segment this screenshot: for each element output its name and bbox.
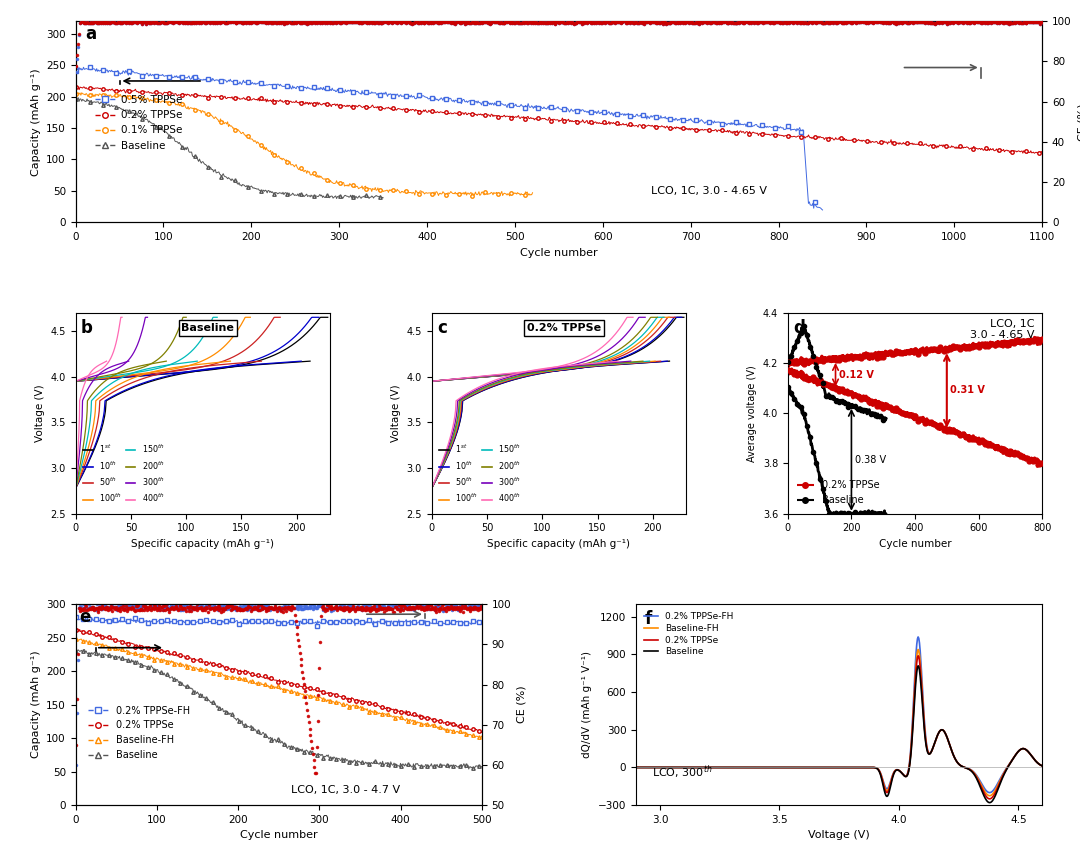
0.2% TPPSe [912,651,924,661]
Baseline [630,763,643,773]
Baseline-FH [630,763,643,773]
Y-axis label: CE (%): CE (%) [1077,103,1080,141]
X-axis label: Voltage (V): Voltage (V) [808,831,870,840]
Text: LCO, 1C, 3.0 - 4.65 V: LCO, 1C, 3.0 - 4.65 V [651,186,767,196]
0.2% TPPSe [630,763,643,773]
X-axis label: Specific capacity (mAh g⁻¹): Specific capacity (mAh g⁻¹) [132,539,274,549]
Baseline-FH [734,763,747,773]
X-axis label: Cycle number: Cycle number [879,539,951,549]
Line: 0.2% TPPSe: 0.2% TPPSe [636,656,1042,799]
Baseline [1036,761,1049,771]
Text: 0.38 V: 0.38 V [854,455,886,465]
Baseline [936,725,949,735]
Text: LCO, 300$^{th}$: LCO, 300$^{th}$ [652,763,713,781]
0.2% TPPSe-FH [869,763,882,773]
Y-axis label: Voltage (V): Voltage (V) [35,384,45,442]
Text: f: f [644,610,651,628]
Baseline-FH [901,769,914,780]
0.2% TPPSe-FH [901,769,914,780]
Text: e: e [80,608,91,626]
Baseline-FH [912,644,924,654]
Y-axis label: Voltage (V): Voltage (V) [391,384,401,442]
Baseline-FH [936,725,949,735]
Baseline [869,763,882,773]
Baseline-FH [983,791,996,801]
Baseline [734,763,747,773]
Y-axis label: Capacity (mAh g⁻¹): Capacity (mAh g⁻¹) [30,651,41,758]
Text: LCO, 1C
3.0 - 4.65 V: LCO, 1C 3.0 - 4.65 V [970,319,1035,340]
0.2% TPPSe-FH [912,632,924,642]
0.2% TPPSe-FH [734,763,747,773]
0.2% TPPSe [936,725,949,735]
0.2% TPPSe [869,763,882,773]
Legend: 0.2% TPPSe-FH, 0.2% TPPSe, Baseline-FH, Baseline: 0.2% TPPSe-FH, 0.2% TPPSe, Baseline-FH, … [84,702,193,764]
0.2% TPPSe [701,763,714,773]
Y-axis label: CE (%): CE (%) [516,686,527,723]
Line: 0.2% TPPSe-FH: 0.2% TPPSe-FH [636,637,1042,792]
Text: Baseline: Baseline [181,323,234,333]
Y-axis label: Capacity (mAh g⁻¹): Capacity (mAh g⁻¹) [30,68,41,176]
X-axis label: Specific capacity (mAh g⁻¹): Specific capacity (mAh g⁻¹) [487,539,631,549]
Text: d: d [793,319,805,337]
Baseline [701,763,714,773]
Text: 0.2% TPPSe: 0.2% TPPSe [527,323,602,333]
Y-axis label: Average voltage (V): Average voltage (V) [747,365,757,462]
Y-axis label: dQ/dV (mAh g⁻¹ V⁻¹): dQ/dV (mAh g⁻¹ V⁻¹) [582,651,593,758]
Text: 0.31 V: 0.31 V [950,385,985,395]
Text: c: c [436,319,447,337]
0.2% TPPSe-FH [983,787,996,797]
0.2% TPPSe [734,763,747,773]
Baseline-FH [1036,761,1049,771]
Line: Baseline-FH: Baseline-FH [636,649,1042,796]
Legend: 0.2% TPPSe-FH, Baseline-FH, 0.2% TPPSe, Baseline: 0.2% TPPSe-FH, Baseline-FH, 0.2% TPPSe, … [640,608,737,660]
Legend: 0.5% TPPSe, 0.2% TPPSe, 0.1% TPPSe, Baseline: 0.5% TPPSe, 0.2% TPPSe, 0.1% TPPSe, Base… [91,91,186,155]
0.2% TPPSe [813,763,826,773]
Legend: 1$^{st}$, 10$^{th}$, 50$^{th}$, 100$^{th}$, 150$^{th}$, 200$^{th}$, 300$^{th}$, : 1$^{st}$, 10$^{th}$, 50$^{th}$, 100$^{th… [435,440,524,508]
Baseline [813,763,826,773]
0.2% TPPSe-FH [630,763,643,773]
0.2% TPPSe [1036,761,1049,771]
Baseline [901,770,914,780]
Text: a: a [85,26,96,43]
0.2% TPPSe-FH [701,763,714,773]
Baseline-FH [869,763,882,773]
Baseline-FH [701,763,714,773]
0.2% TPPSe-FH [813,763,826,773]
0.2% TPPSe-FH [1036,761,1049,771]
0.2% TPPSe [983,794,996,804]
Legend: 0.2% TPPSe, Baseline: 0.2% TPPSe, Baseline [793,476,883,509]
Legend: 1$^{st}$, 10$^{th}$, 50$^{th}$, 100$^{th}$, 150$^{th}$, 200$^{th}$, 300$^{th}$, : 1$^{st}$, 10$^{th}$, 50$^{th}$, 100$^{th… [80,440,167,508]
X-axis label: Cycle number: Cycle number [521,248,597,257]
Baseline [983,797,996,808]
Text: 0.12 V: 0.12 V [839,370,874,380]
0.2% TPPSe [901,770,914,780]
X-axis label: Cycle number: Cycle number [240,831,318,840]
Text: LCO, 1C, 3.0 - 4.7 V: LCO, 1C, 3.0 - 4.7 V [291,785,400,795]
Text: b: b [81,319,93,337]
Baseline-FH [813,763,826,773]
0.2% TPPSe-FH [936,725,949,735]
Baseline [912,660,924,671]
Line: Baseline: Baseline [636,665,1042,803]
